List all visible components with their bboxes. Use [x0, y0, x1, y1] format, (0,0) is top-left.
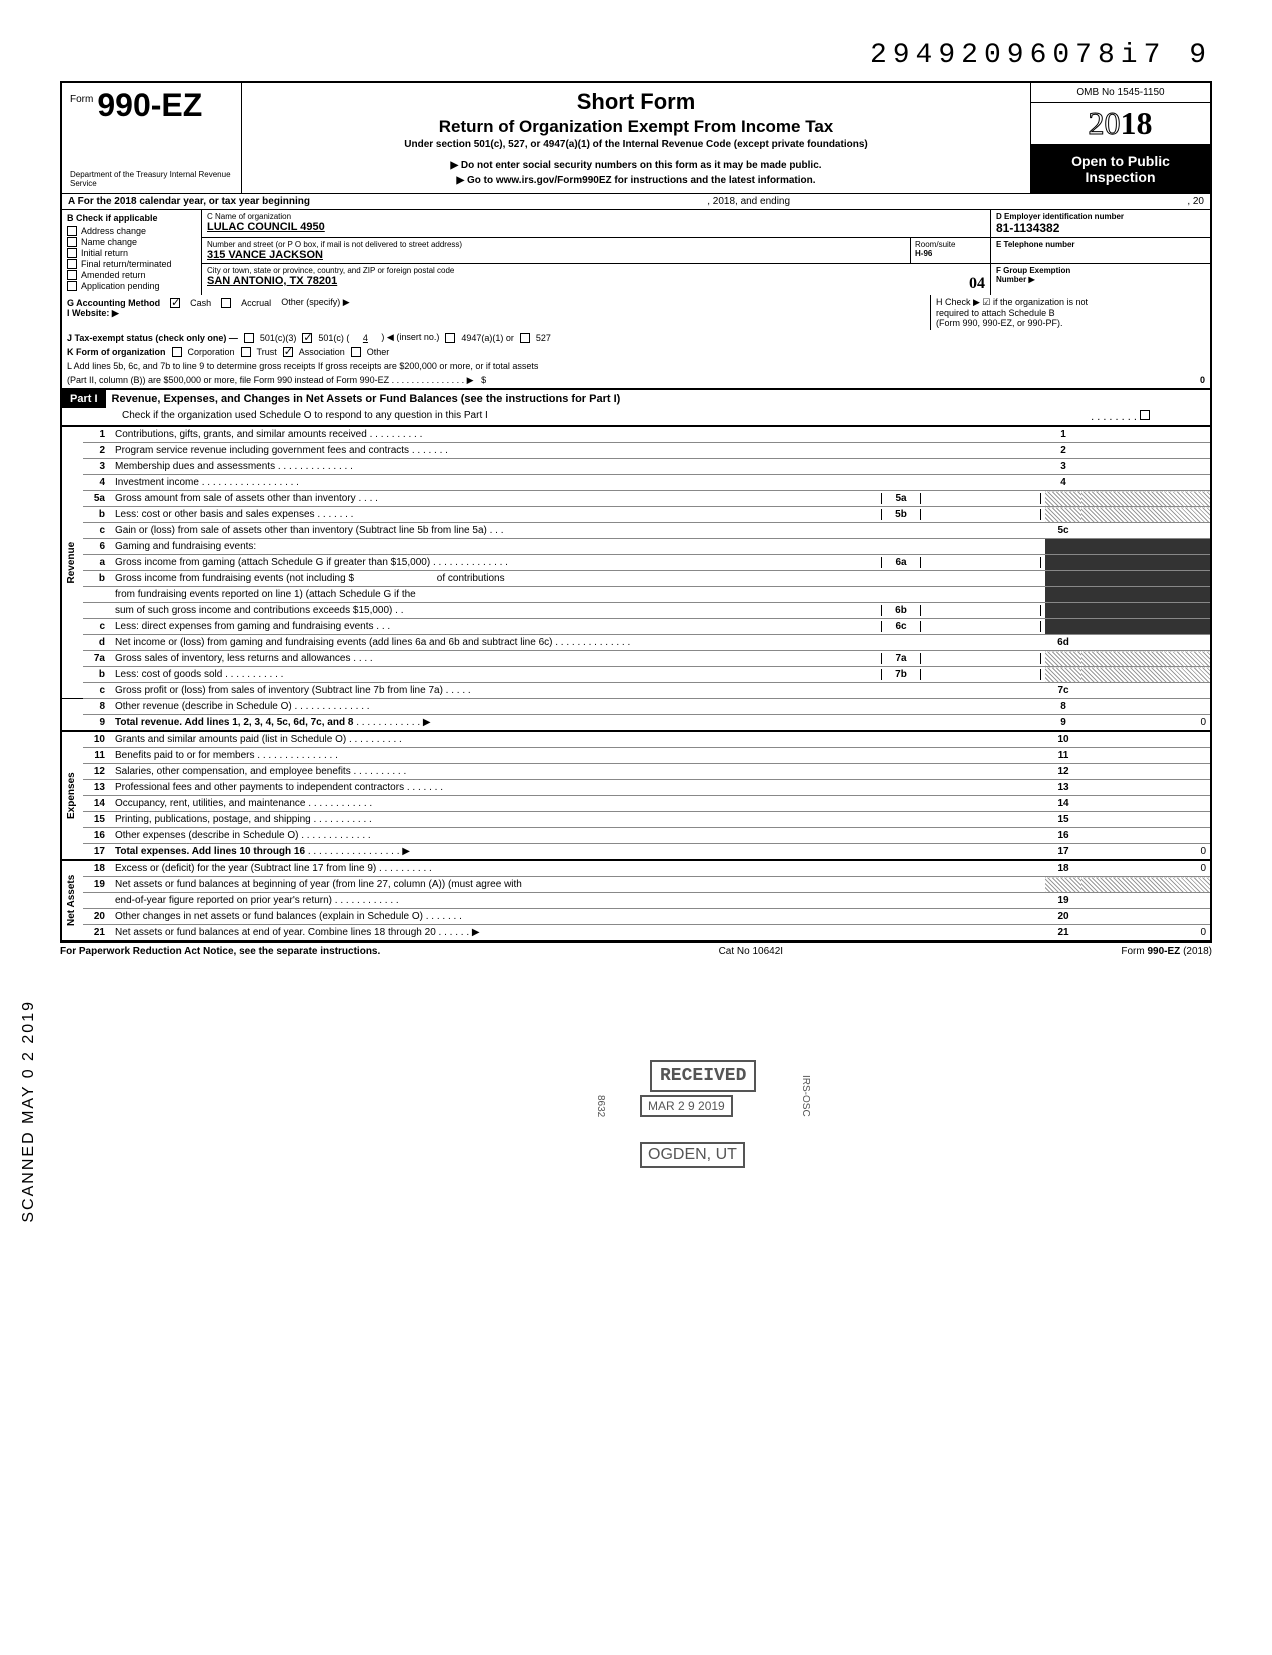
department-label: Department of the Treasury Internal Reve… [70, 171, 233, 189]
checkbox-other-org[interactable] [351, 347, 361, 357]
checkbox-4947a1[interactable] [445, 333, 455, 343]
checkbox-final-return[interactable] [67, 259, 77, 269]
org-name-label: C Name of organization [207, 212, 985, 221]
header-right: OMB No 1545-1150 2018 Open to Public Ins… [1030, 83, 1210, 193]
org-name: LULAC COUNCIL 4950 [207, 221, 985, 233]
handwritten-note: 04 [969, 275, 985, 293]
ssn-warning: ▶ Do not enter social security numbers o… [252, 160, 1020, 171]
street-value: 315 VANCE JACKSON [207, 249, 905, 261]
form-header: Form 990-EZ Department of the Treasury I… [60, 81, 1212, 193]
page-footer: For Paperwork Reduction Act Notice, see … [60, 942, 1212, 960]
part-1-schedule-o-check: Check if the organization used Schedule … [122, 410, 488, 423]
row-l-line2: (Part II, column (B)) are $500,000 or mo… [60, 373, 1212, 390]
accounting-method-label: G Accounting Method [67, 298, 160, 308]
excess-deficit: 0 [1081, 860, 1211, 877]
header-left: Form 990-EZ Department of the Treasury I… [62, 83, 242, 193]
checkbox-accrual[interactable] [221, 298, 231, 308]
net-assets-section-label: Net Assets [61, 860, 83, 941]
stamp-date: MAR 2 9 2019 [640, 1095, 733, 1117]
title-short: Short Form [252, 89, 1020, 115]
stamp-scanned: SCANNED MAY 0 2 2019 [20, 1000, 38, 1223]
checkbox-501c3[interactable] [244, 333, 254, 343]
gross-receipts-total: 0 [1200, 375, 1205, 386]
col-cd: C Name of organization LULAC COUNCIL 495… [202, 210, 1210, 295]
checkbox-trust[interactable] [241, 347, 251, 357]
header-center: Short Form Return of Organization Exempt… [242, 83, 1030, 193]
omb-number: OMB No 1545-1150 [1031, 83, 1210, 103]
stamp-irs-osc: IRS-OSC [800, 1075, 811, 1117]
stamp-received: RECEIVED [650, 1060, 756, 1092]
form-prefix: Form [70, 94, 93, 105]
total-revenue: 0 [1081, 715, 1211, 732]
501c-number: 4 [355, 333, 375, 343]
form-number: 990-EZ [97, 87, 202, 124]
checkbox-initial-return[interactable] [67, 248, 77, 258]
checkbox-name-change[interactable] [67, 237, 77, 247]
row-l-line1: L Add lines 5b, 6c, and 7b to line 9 to … [60, 359, 1212, 373]
title-main: Return of Organization Exempt From Incom… [252, 117, 1020, 137]
website-label: I Website: ▶ [67, 308, 119, 318]
footer-paperwork: For Paperwork Reduction Act Notice, see … [60, 946, 380, 957]
telephone-label: E Telephone number [996, 240, 1205, 249]
part-1-title: Revenue, Expenses, and Changes in Net As… [106, 390, 1210, 408]
checkbox-address-change[interactable] [67, 226, 77, 236]
ein-value: 81-1134382 [996, 221, 1205, 235]
title-subtitle: Under section 501(c), 527, or 4947(a)(1)… [252, 139, 1020, 150]
h-schedule-b: H Check ▶ ☑ if the organization is not r… [930, 295, 1210, 330]
col-b-checkboxes: B Check if applicable Address change Nam… [62, 210, 202, 295]
room-label: Room/suite [915, 240, 986, 249]
row-k-form-org: K Form of organization Corporation Trust… [60, 345, 1212, 359]
part-1-table: Revenue 1Contributions, gifts, grants, a… [60, 427, 1212, 942]
org-info-grid: B Check if applicable Address change Nam… [60, 209, 1212, 295]
row-g-h-i: G Accounting Method Cash Accrual Other (… [60, 295, 1212, 330]
open-inspection: Open to Public Inspection [1031, 145, 1210, 193]
part-1-header: Part I Revenue, Expenses, and Changes in… [60, 390, 1212, 427]
top-reference-number: 29492096078i7 9 [60, 40, 1212, 71]
irs-link: ▶ Go to www.irs.gov/Form990EZ for instru… [252, 175, 1020, 186]
street-label: Number and street (or P O box, if mail i… [207, 240, 905, 249]
city-label: City or town, state or province, country… [207, 266, 985, 275]
checkbox-501c[interactable] [302, 333, 312, 343]
tax-year: 2018 [1031, 103, 1210, 145]
footer-form: Form 990-EZ (2018) [1121, 946, 1212, 957]
group-exemption-label: F Group Exemption [996, 266, 1070, 275]
total-expenses: 0 [1081, 844, 1211, 861]
stamp-code: 8632 [595, 1095, 606, 1117]
checkbox-pending[interactable] [67, 281, 77, 291]
checkbox-amended[interactable] [67, 270, 77, 280]
checkbox-schedule-o[interactable] [1140, 410, 1150, 420]
expenses-section-label: Expenses [61, 731, 83, 860]
city-value: SAN ANTONIO, TX 78201 [207, 275, 337, 287]
row-a-tax-year: A For the 2018 calendar year, or tax yea… [60, 193, 1212, 209]
net-assets-eoy: 0 [1081, 925, 1211, 942]
revenue-section-label: Revenue [61, 427, 83, 699]
part-1-badge: Part I [62, 390, 106, 408]
stamp-ogden: OGDEN, UT [640, 1142, 745, 1168]
checkbox-527[interactable] [520, 333, 530, 343]
checkbox-corporation[interactable] [172, 347, 182, 357]
room-value: H-96 [915, 249, 986, 258]
checkbox-association[interactable] [283, 347, 293, 357]
footer-cat-no: Cat No 10642I [719, 946, 784, 957]
row-j-tax-status: J Tax-exempt status (check only one) — 5… [60, 330, 1212, 345]
checkbox-cash[interactable] [170, 298, 180, 308]
ein-label: D Employer identification number [996, 212, 1205, 221]
